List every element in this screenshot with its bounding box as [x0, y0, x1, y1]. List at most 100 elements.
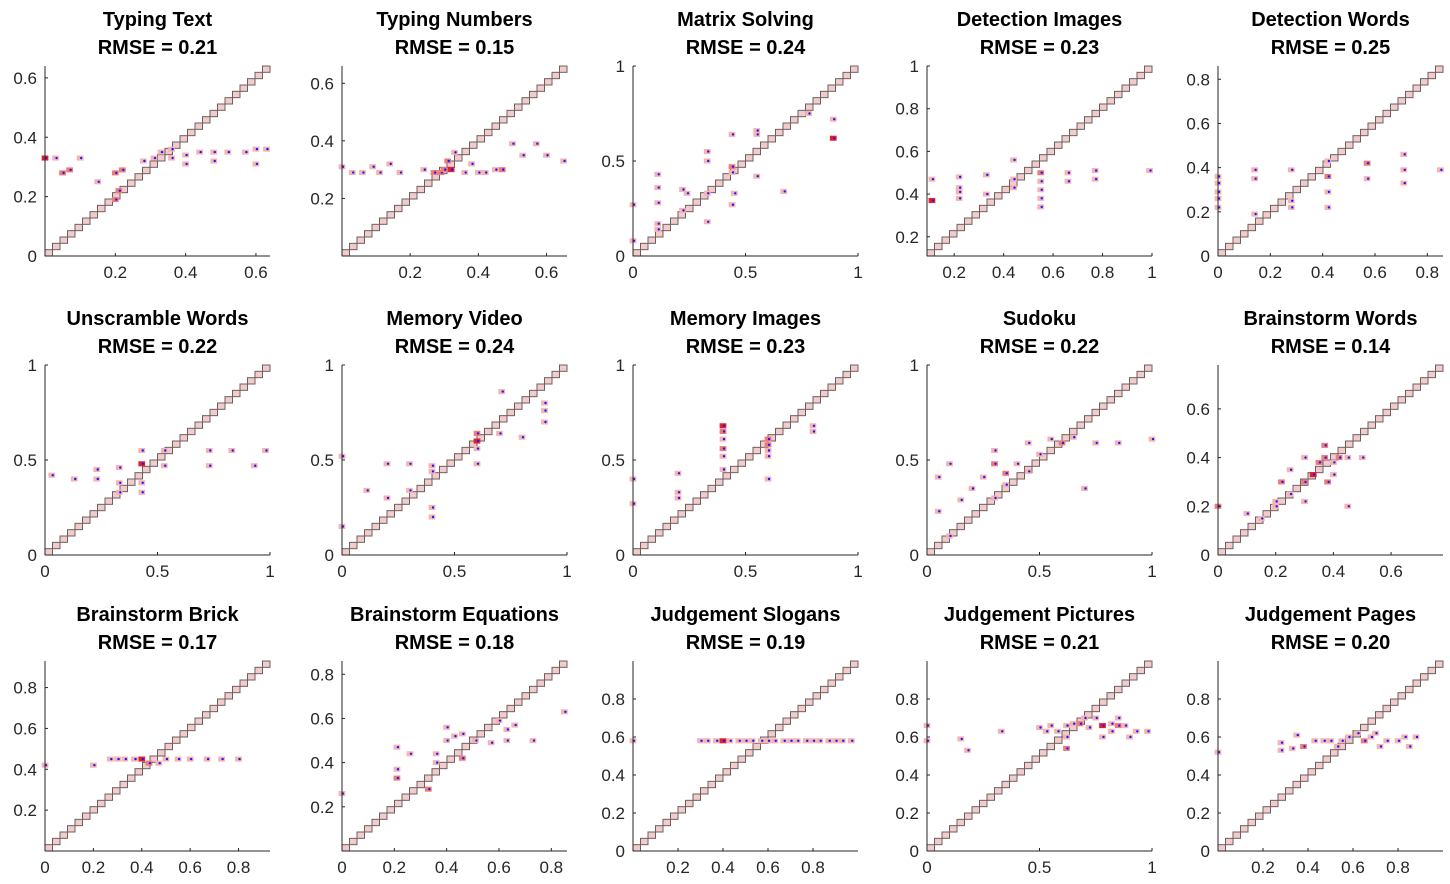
data-point — [1111, 722, 1114, 725]
diagonal-cell — [1091, 704, 1100, 713]
data-point — [931, 177, 935, 181]
data-point — [476, 447, 480, 450]
data-point — [851, 739, 854, 742]
diagonal-cell — [722, 173, 731, 181]
diagonal-cell — [521, 396, 530, 404]
data-point — [1404, 735, 1407, 739]
data-point — [958, 197, 962, 200]
data-point — [396, 768, 400, 771]
data-point — [931, 199, 935, 202]
data-point — [1314, 739, 1317, 742]
diagonal-cell — [1144, 364, 1153, 372]
data-point — [124, 757, 128, 761]
diagonal-cell — [514, 103, 523, 111]
diagonal-cell — [745, 749, 754, 757]
diagonal-cell — [632, 844, 641, 852]
x-tick-label: 0.4 — [992, 263, 1016, 282]
diagonal-cell — [104, 497, 113, 505]
x-tick-label: 0.8 — [1091, 263, 1115, 282]
data-point — [495, 168, 498, 171]
diagonal-cell — [371, 818, 380, 827]
diagonal-cell — [1114, 389, 1123, 398]
data-point — [1254, 212, 1257, 216]
diagonal-cell — [394, 503, 403, 512]
diagonal-cell — [1397, 396, 1406, 404]
diagonal-cell — [484, 427, 493, 436]
data-point — [731, 165, 735, 168]
data-point — [1040, 180, 1043, 183]
diagonal-cell — [1232, 831, 1241, 839]
data-point — [171, 147, 174, 151]
data-point — [464, 171, 467, 174]
diagonal-cell — [1307, 173, 1316, 181]
data-point — [1327, 206, 1331, 209]
data-point — [431, 470, 435, 473]
diagonal-cell — [187, 723, 196, 732]
diagonal-cell — [67, 529, 76, 537]
diagonal-cell — [1435, 660, 1444, 668]
x-tick-label: 0.4 — [435, 858, 459, 877]
diagonal-cell — [104, 793, 113, 801]
data-point — [409, 462, 412, 465]
data-point — [51, 474, 54, 477]
data-point — [774, 739, 777, 742]
data-point — [462, 732, 465, 736]
diagonal-cell — [559, 364, 568, 372]
x-tick-label: 0.4 — [130, 858, 154, 877]
data-point — [265, 449, 268, 452]
diagonal-cell — [142, 166, 151, 175]
diagonal-cell — [202, 711, 211, 719]
data-point — [1291, 199, 1294, 202]
diagonal-cell — [431, 472, 440, 480]
y-tick-label: 0.4 — [310, 132, 334, 151]
data-point — [1016, 462, 1020, 465]
diagonal-cell — [202, 116, 211, 124]
diagonal-cell — [394, 204, 403, 213]
y-tick-label: 0.2 — [895, 804, 919, 823]
subplot-rmse: RMSE = 0.14 — [1271, 336, 1391, 358]
diagonal-cell — [1069, 128, 1078, 137]
data-point — [1318, 461, 1322, 464]
diagonal-cell — [217, 698, 226, 706]
x-tick-label: 1 — [1147, 562, 1156, 581]
diagonal-cell — [1240, 529, 1249, 537]
data-point — [1357, 732, 1360, 735]
diagonal-cell — [1277, 198, 1286, 206]
data-point — [1050, 437, 1053, 441]
diagonal-cell — [1367, 122, 1376, 130]
diagonal-cell — [364, 825, 373, 833]
diagonal-cell — [1367, 421, 1376, 429]
diagonal-cell — [1375, 415, 1384, 423]
diagonal-cell — [1420, 377, 1429, 385]
diagonal-cell — [559, 65, 568, 73]
data-point — [657, 186, 660, 189]
diagonal-cell — [1136, 370, 1145, 379]
data-point — [756, 133, 759, 136]
x-tick-label: 1 — [562, 562, 571, 581]
diagonal-cell — [790, 116, 799, 124]
diagonal-cell — [1099, 698, 1108, 706]
y-tick-label: 0.8 — [1186, 690, 1210, 709]
x-tick-label: 1 — [1147, 263, 1156, 282]
diagonal-cell — [499, 116, 508, 124]
diagonal-cell — [964, 217, 973, 225]
diagonal-cell — [692, 497, 701, 505]
diagonal-cell — [536, 383, 545, 391]
data-point — [707, 220, 710, 223]
diagonal-cell — [1315, 761, 1324, 770]
diagonal-cell — [439, 465, 448, 474]
data-point — [842, 739, 845, 742]
data-point — [1333, 473, 1336, 476]
diagonal-cell — [551, 666, 560, 675]
data-point — [498, 719, 502, 722]
data-point — [1061, 441, 1065, 445]
diagonal-cell — [1099, 402, 1108, 410]
diagonal-cell — [559, 660, 568, 668]
diagonal-cell — [179, 135, 188, 143]
subplot-rmse: RMSE = 0.22 — [98, 336, 218, 358]
data-point — [254, 464, 257, 467]
diagonal-cell — [89, 211, 98, 219]
data-point — [110, 757, 113, 761]
x-tick-label: 0 — [1213, 263, 1222, 282]
diagonal-cell — [1225, 242, 1234, 251]
